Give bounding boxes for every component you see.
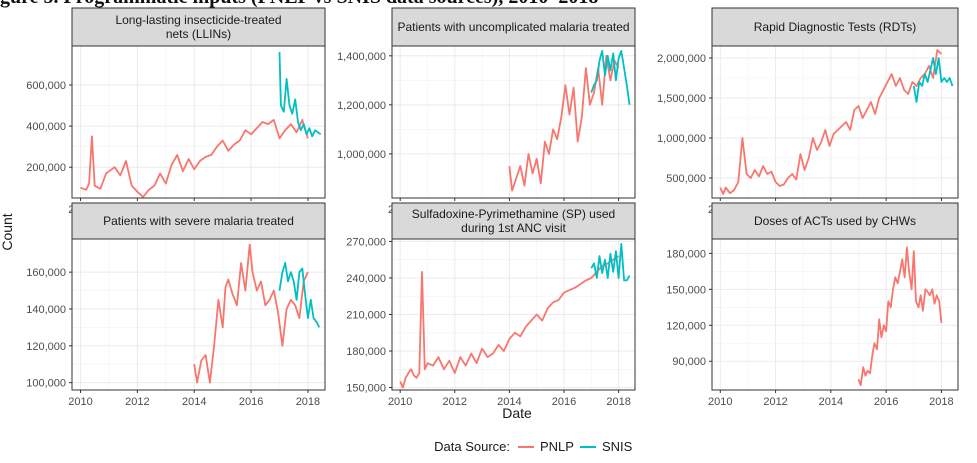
x-tick-label: 2010 [708, 396, 732, 408]
y-tick-label: 100,000 [26, 378, 66, 390]
y-tick-label: 160,000 [26, 267, 66, 279]
y-tick-label: 1,200,000 [337, 100, 386, 112]
x-tick-label: 2016 [552, 396, 576, 408]
facet-panel-5: Sulfadoxine-Pyrimethamine (SP) useddurin… [346, 202, 636, 408]
x-tick-label: 2018 [606, 396, 630, 408]
y-tick-label: 270,000 [346, 236, 386, 248]
facet-panel-4: Patients with severe malaria treated 2010… [26, 202, 326, 408]
plot-frame [391, 238, 636, 391]
y-tick-label: 180,000 [346, 346, 386, 358]
facet-title: Doses of ACTs used by CHWs [754, 214, 916, 228]
facet-panel-2: Patients with uncomplicated malaria trea… [337, 7, 636, 216]
y-tick-label: 150,000 [666, 284, 706, 296]
facet-title: during 1st ANC visit [461, 221, 566, 235]
y-axis-title: Count [0, 213, 15, 250]
y-tick-label: 240,000 [346, 273, 386, 285]
y-tick-label: 1,400,000 [337, 51, 386, 63]
caption-fragment-strip: gure 5. Programmatic inputs (PNLP vs SNI… [0, 0, 977, 9]
y-tick-label: 200,000 [26, 162, 66, 174]
series-line-snis [912, 57, 954, 103]
facet-strip [391, 7, 636, 47]
y-tick-label: 210,000 [346, 310, 386, 322]
y-tick-label: 140,000 [26, 304, 66, 316]
legend-label-snis: SNIS [602, 439, 633, 454]
x-tick-label: 2010 [68, 396, 92, 408]
y-tick-label: 600,000 [26, 80, 66, 92]
facet-panel-3: Rapid Diagnostic Tests (RDTs)20102012201… [657, 7, 959, 216]
series-line-snis [590, 50, 631, 105]
x-tick-label: 2012 [125, 396, 149, 408]
plot-frame [71, 45, 326, 199]
y-tick-label: 500,000 [666, 173, 706, 185]
x-tick-label: 2010 [388, 396, 412, 408]
x-tick-label: 2012 [763, 396, 787, 408]
facet-title: Patients with uncomplicated malaria trea… [397, 20, 629, 34]
plot-frame [711, 45, 959, 199]
series-line-pnlp [399, 255, 620, 389]
x-tick-label: 2016 [239, 396, 263, 408]
x-tick-label: 2016 [874, 396, 898, 408]
y-tick-label: 2,000,000 [657, 53, 706, 65]
x-tick-label: 2014 [497, 396, 521, 408]
y-tick-label: 1,500,000 [657, 93, 706, 105]
facet-strip [71, 202, 326, 240]
x-tick-label: 2014 [182, 396, 206, 408]
series-line-snis [590, 242, 631, 282]
facet-strip [711, 202, 959, 240]
y-tick-label: 150,000 [346, 383, 386, 395]
x-tick-label: 2018 [929, 396, 953, 408]
facet-title: Patients with severe malaria treated [103, 214, 294, 228]
facet-strip [391, 202, 636, 240]
plot-area [711, 238, 959, 391]
y-tick-label: 90,000 [672, 356, 706, 368]
series-line-pnlp [193, 243, 309, 384]
y-tick-label: 120,000 [26, 341, 66, 353]
plot-frame [71, 238, 326, 391]
y-tick-label: 1,000,000 [337, 149, 386, 161]
x-tick-label: 2012 [443, 396, 467, 408]
y-tick-label: 120,000 [666, 320, 706, 332]
series-line-pnlp [719, 49, 943, 195]
y-tick-label: 180,000 [666, 248, 706, 260]
x-tick-label: 2018 [296, 396, 320, 408]
series-line-pnlp [508, 54, 620, 192]
legend-label-pnlp: PNLP [540, 439, 574, 454]
legend: Data Source: PNLP SNIS [434, 439, 633, 454]
series-line-pnlp [857, 246, 943, 387]
facet-title: Sulfadoxine-Pyrimethamine (SP) used [412, 207, 615, 221]
plot-frame [711, 238, 959, 391]
facet-title: Long-lasting insecticide-treated [115, 13, 281, 27]
x-tick-label: 2014 [819, 396, 843, 408]
y-tick-label: 1,000,000 [657, 133, 706, 145]
y-tick-label: 400,000 [26, 121, 66, 133]
figure-caption-fragment: gure 5. Programmatic inputs (PNLP vs SNI… [0, 0, 598, 9]
series-line-snis [278, 261, 321, 328]
x-axis-title: Date [502, 405, 532, 421]
facet-title: Rapid Diagnostic Tests (RDTs) [754, 20, 917, 34]
series-line-pnlp [80, 119, 309, 198]
plot-area [71, 238, 326, 391]
plot-area [391, 45, 636, 199]
facet-panel-6: Doses of ACTs used by CHWs 2010 2012 2014 20… [666, 202, 959, 408]
plot-area [71, 45, 326, 199]
legend-title: Data Source: [434, 439, 510, 454]
plot-frame [391, 45, 636, 199]
facet-strip [71, 7, 326, 47]
facet-title: nets (LLINs) [166, 27, 231, 41]
series-line-snis [278, 52, 322, 138]
facet-strip [711, 7, 959, 47]
